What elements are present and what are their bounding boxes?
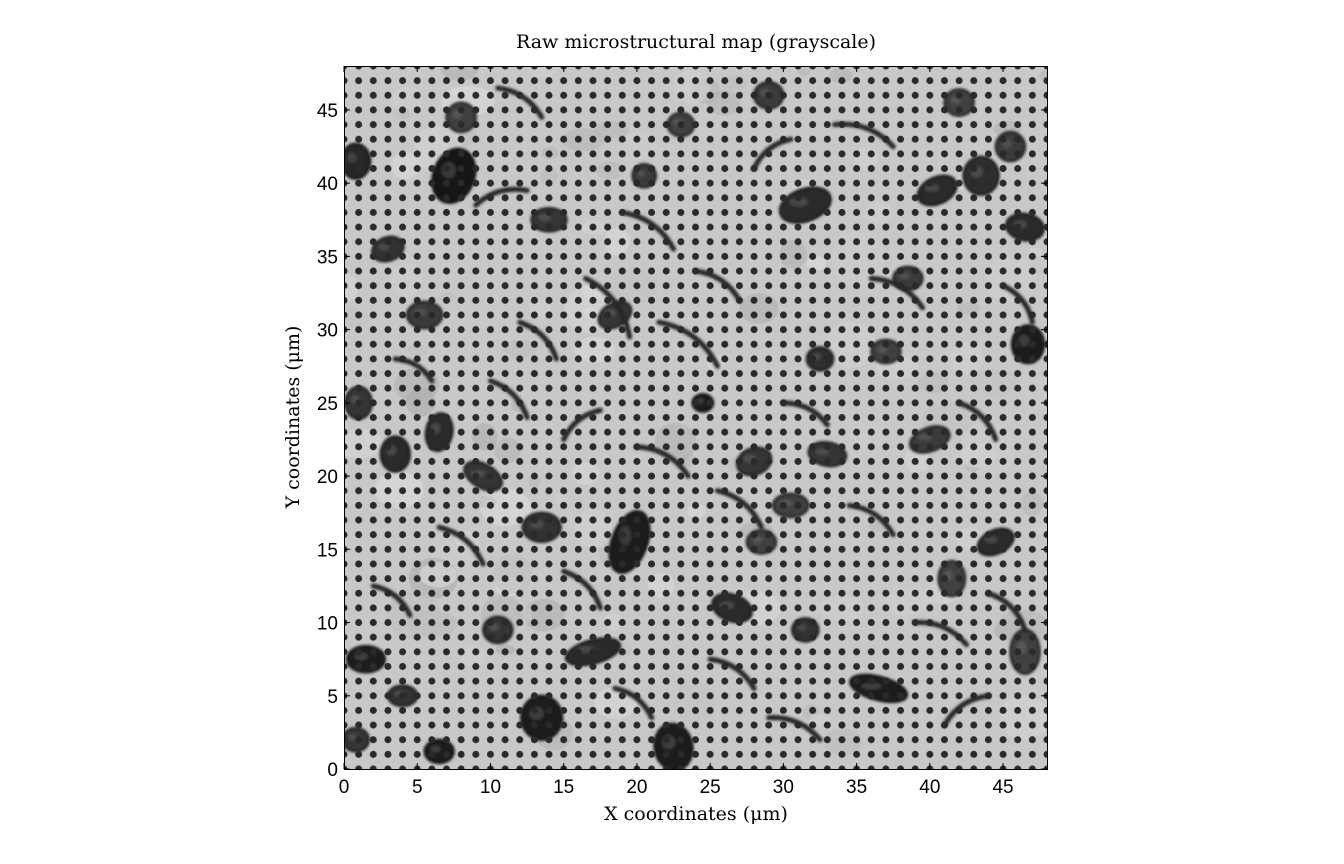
x-axis-label: X coordinates (μm) [604,803,788,825]
y-tick-label: 35 [317,247,338,268]
y-tick-label: 15 [317,540,338,561]
x-tick-label: 45 [992,777,1013,798]
y-tick-label: 5 [327,687,338,708]
y-tick-label: 30 [317,321,338,342]
x-tick-label: 20 [626,777,647,798]
y-tick-label: 25 [317,394,338,415]
x-tick-label: 0 [339,777,350,798]
x-tick-label: 35 [846,777,867,798]
x-tick-label: 5 [412,777,423,798]
x-tick-label: 10 [480,777,501,798]
x-tick-label: 15 [553,777,574,798]
y-tick-label: 10 [317,614,338,635]
y-axis-label: Y coordinates (μm) [282,326,304,510]
x-tick-label: 25 [700,777,721,798]
chart-title: Raw microstructural map (grayscale) [516,31,876,53]
x-axis: 0 5 10 15 20 25 30 35 40 45 [339,66,1014,798]
y-tick-label: 45 [317,101,338,122]
y-axis: 0 5 10 15 20 25 30 35 40 45 [317,101,1047,781]
y-tick-label: 0 [327,760,338,781]
y-tick-label: 20 [317,467,338,488]
plot-area [344,66,1047,769]
y-tick-label: 40 [317,174,338,195]
x-tick-label: 40 [919,777,940,798]
x-tick-label: 30 [773,777,794,798]
plot-frame [344,66,1048,770]
dot-grid [344,66,1047,769]
